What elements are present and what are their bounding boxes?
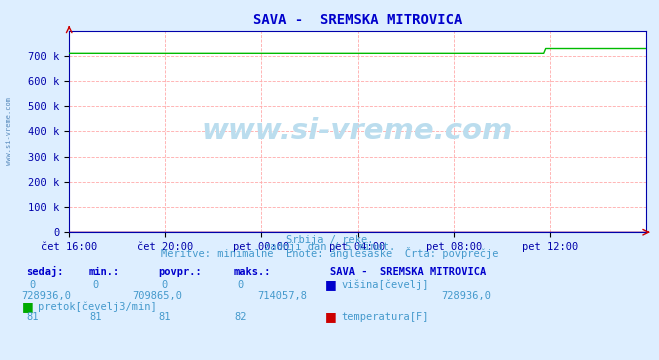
- Text: 81: 81: [159, 312, 171, 323]
- Text: zadnji dan / 5 minut.: zadnji dan / 5 minut.: [264, 242, 395, 252]
- Text: 714057,8: 714057,8: [257, 291, 307, 301]
- Text: ■: ■: [325, 278, 337, 291]
- Text: www.si-vreme.com: www.si-vreme.com: [5, 98, 12, 165]
- Text: 728936,0: 728936,0: [442, 291, 492, 301]
- Text: maks.:: maks.:: [234, 267, 272, 278]
- Text: 81: 81: [90, 312, 101, 323]
- Text: Srbija / reke.: Srbija / reke.: [286, 235, 373, 245]
- Text: 709865,0: 709865,0: [132, 291, 182, 301]
- Text: 0: 0: [237, 280, 244, 290]
- Text: višina[čevelj]: višina[čevelj]: [341, 279, 429, 290]
- Text: 81: 81: [27, 312, 39, 323]
- Text: povpr.:: povpr.:: [158, 267, 202, 278]
- Text: ■: ■: [22, 300, 34, 312]
- Text: sedaj:: sedaj:: [26, 266, 64, 278]
- Text: 82: 82: [235, 312, 246, 323]
- Text: 0: 0: [30, 280, 36, 290]
- Text: 0: 0: [161, 280, 168, 290]
- Title: SAVA -  SREMSKA MITROVICA: SAVA - SREMSKA MITROVICA: [253, 13, 462, 27]
- Text: Meritve: minimalne  Enote: anglešaške  Črta: povprečje: Meritve: minimalne Enote: anglešaške Črt…: [161, 247, 498, 260]
- Text: temperatura[F]: temperatura[F]: [341, 312, 429, 323]
- Text: min.:: min.:: [89, 267, 120, 278]
- Text: 0: 0: [92, 280, 99, 290]
- Text: ■: ■: [325, 310, 337, 323]
- Text: 728936,0: 728936,0: [22, 291, 72, 301]
- Text: www.si-vreme.com: www.si-vreme.com: [202, 117, 513, 145]
- Text: SAVA -  SREMSKA MITROVICA: SAVA - SREMSKA MITROVICA: [330, 267, 486, 278]
- Text: pretok[čevelj3/min]: pretok[čevelj3/min]: [38, 301, 157, 312]
